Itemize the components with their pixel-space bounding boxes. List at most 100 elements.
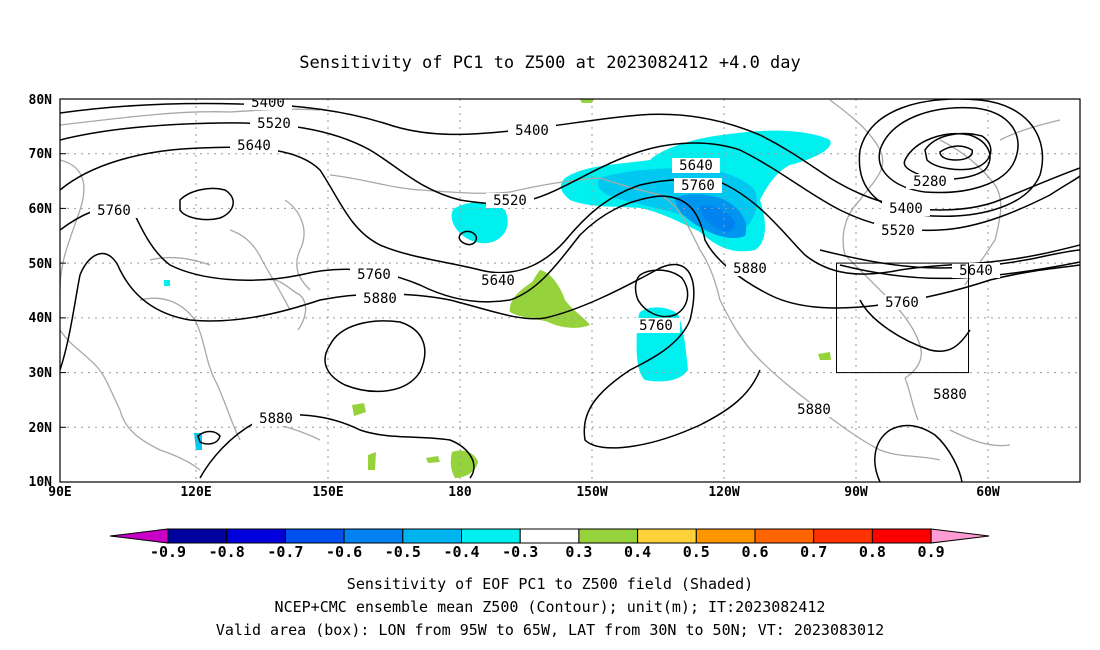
- colorbar-cell: [754, 528, 815, 544]
- contour-label: 5760: [97, 203, 131, 219]
- contour-label: 5880: [363, 291, 397, 307]
- colorbar-label: 0.9: [918, 543, 945, 561]
- lat-tick-label: 60N: [29, 202, 53, 217]
- lat-tick-label: 30N: [29, 366, 53, 381]
- contour-label: 5400: [515, 123, 549, 139]
- lon-tick-label: 120E: [180, 485, 211, 500]
- colorbar-cell: [284, 528, 345, 544]
- contour-label: 5640: [679, 158, 713, 174]
- colorbar-cell: [519, 528, 580, 544]
- colorbar-label: 0.5: [683, 543, 710, 561]
- colorbar-label: 0.7: [800, 543, 827, 561]
- lon-tick-label: 90W: [844, 485, 868, 500]
- contour-label: 5760: [639, 318, 673, 334]
- footer-line-2: NCEP+CMC ensemble mean Z500 (Contour); u…: [275, 598, 826, 616]
- footer-line-1: Sensitivity of EOF PC1 to Z500 field (Sh…: [347, 575, 753, 593]
- lat-tick-label: 40N: [29, 311, 53, 326]
- contour-label: 5640: [237, 138, 271, 154]
- contour-label: 5400: [889, 201, 923, 217]
- colorbar-extend-min: [109, 528, 169, 544]
- contour-east-south: [874, 424, 963, 482]
- colorbar-cell: [871, 528, 932, 544]
- contour-5520-small: [458, 230, 478, 246]
- colorbar-label: -0.6: [326, 543, 362, 561]
- contour-5880-loop-small: [197, 430, 221, 445]
- colorbar-label: -0.8: [209, 543, 245, 561]
- colorbar-label: 0.4: [624, 543, 651, 561]
- colorbar-labels: -0.9 -0.8 -0.7 -0.6 -0.5 -0.4 -0.3 0.3 0.4 0.5 0.6…: [150, 543, 945, 561]
- contour-label: 5880: [797, 402, 831, 418]
- colorbar-cell: [695, 528, 756, 544]
- colorbar-cell: [226, 528, 286, 544]
- contour-label: 5880: [259, 411, 293, 427]
- contour-label: 5760: [357, 267, 391, 283]
- latitude-axis: 80N 70N 60N 50N 40N 30N 20N 10N: [29, 93, 66, 490]
- colorbar-label: -0.9: [150, 543, 186, 561]
- lat-tick-label: 70N: [29, 147, 53, 162]
- figure-title: Sensitivity of PC1 to Z500 at 2023082412…: [299, 53, 801, 73]
- shade-neg-central-pacific: [451, 202, 508, 244]
- shade-pos-north-pacific: [509, 270, 590, 328]
- colorbar-cell: [637, 528, 697, 544]
- colorbar-cells: [109, 528, 990, 544]
- lon-tick-label: 150E: [312, 485, 343, 500]
- shade-neg-core-3: [700, 205, 736, 232]
- contour-label: 5520: [257, 116, 291, 132]
- contour-5880-closed: [324, 320, 426, 393]
- contour-label: 5520: [493, 193, 527, 209]
- contour-5880: [60, 252, 761, 449]
- shade-pos-small-3: [426, 456, 440, 463]
- colorbar-cell: [343, 528, 404, 544]
- shade-pos-small-5: [580, 99, 594, 103]
- colorbar-cell: [578, 528, 639, 544]
- footer-line-3: Valid area (box): LON from 95W to 65W, L…: [216, 621, 884, 639]
- contour-label: 5520: [881, 223, 915, 239]
- shade-pos-small-2: [368, 452, 376, 470]
- shade-neg-west-pacific-dot: [194, 433, 202, 450]
- map-frame: [59, 98, 1081, 483]
- colorbar-cell: [813, 528, 873, 544]
- colorbar-label: 0.3: [565, 543, 592, 561]
- lat-tick-label: 10N: [29, 475, 53, 490]
- colorbar-extend-max: [930, 528, 990, 544]
- lon-tick-label: 180: [448, 485, 472, 500]
- lon-tick-label: 150W: [576, 485, 607, 500]
- contour-label: 5400: [251, 95, 285, 111]
- colorbar-cell: [402, 528, 462, 544]
- map-panel: 5400 5520 5640 5760 5400 5520 5640 5760 …: [29, 93, 1081, 500]
- lat-tick-label: 50N: [29, 257, 53, 272]
- contour-label: 5760: [681, 178, 715, 194]
- lon-tick-label: 90E: [48, 485, 71, 500]
- colorbar-label: -0.3: [502, 543, 538, 561]
- contour-5640: [60, 146, 1080, 275]
- contour-label: 5880: [733, 261, 767, 277]
- contour-east-low-3: [939, 145, 974, 161]
- contour-label: 5280: [913, 174, 947, 190]
- lat-tick-label: 80N: [29, 93, 53, 108]
- valid-area-box: [836, 262, 969, 374]
- lat-tick-label: 20N: [29, 421, 53, 436]
- colorbar-label: 0.8: [859, 543, 886, 561]
- contour-5760-closed: [634, 269, 689, 318]
- shade-neg-west-pacific-dot-2: [164, 280, 170, 286]
- colorbar: -0.9 -0.8 -0.7 -0.6 -0.5 -0.4 -0.3 0.3 0.4 0.5 0.6…: [109, 528, 990, 561]
- shade-pos-small-4: [818, 352, 831, 360]
- colorbar-cell: [461, 528, 521, 544]
- contour-5880-low: [199, 414, 475, 479]
- shade-pos-small-1: [352, 403, 366, 416]
- contour-east-low-1: [903, 133, 991, 180]
- contour-label: 5640: [959, 263, 993, 279]
- lon-tick-label: 60W: [976, 485, 1000, 500]
- contour-label: 5760: [885, 295, 919, 311]
- contour-east-low-4: [924, 132, 992, 171]
- map-gridlines: [60, 99, 1080, 482]
- contour-label: 5880: [933, 387, 967, 403]
- longitude-axis: 90E 120E 150E 180 150W 120W 90W 60W: [48, 485, 1000, 500]
- colorbar-label: -0.4: [443, 543, 479, 561]
- colorbar-label: -0.5: [385, 543, 421, 561]
- colorbar-cell: [167, 528, 228, 544]
- lon-tick-label: 120W: [708, 485, 739, 500]
- contour-label: 5640: [481, 273, 515, 289]
- contour-labels: 5400 5520 5640 5760 5400 5520 5640 5760 …: [90, 95, 1000, 427]
